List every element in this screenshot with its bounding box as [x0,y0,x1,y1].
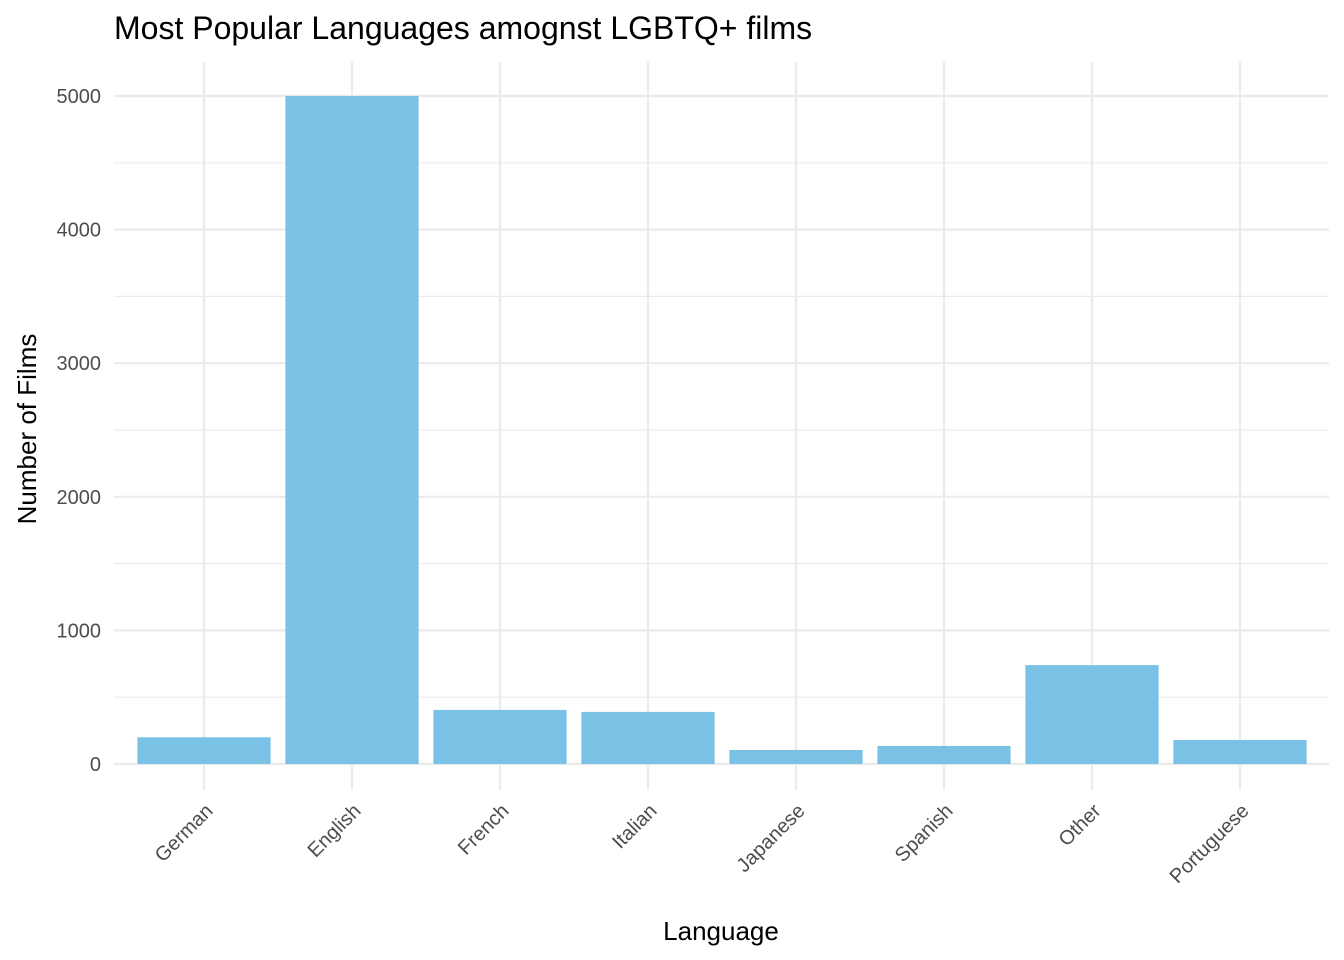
x-axis-ticks: German English French Italian Japanese Spanis… [151,800,1254,888]
x-tick-label: German [151,800,218,867]
x-tick-label: Portuguese [1166,800,1254,888]
x-tick-label: French [454,800,514,860]
chart-title: Most Popular Languages amognst LGBTQ+ fi… [114,10,812,46]
y-tick-label: 0 [90,754,101,776]
bar-spanish [877,745,1011,764]
bar-english [285,96,419,764]
bar-other [1025,665,1159,764]
x-tick-label: Spanish [891,800,958,867]
bars [137,96,1307,764]
y-tick-label: 3000 [57,353,102,375]
x-axis-title: Language [663,916,779,946]
y-tick-label: 5000 [57,86,102,108]
x-tick-label: Other [1055,800,1106,851]
x-tick-label: Italian [608,800,661,853]
y-tick-label: 2000 [57,487,102,509]
bar-japanese [729,749,863,764]
y-axis-ticks: 0 1000 2000 3000 4000 5000 [57,86,102,776]
x-tick-label: English [304,800,366,862]
y-tick-label: 1000 [57,620,102,642]
y-tick-label: 4000 [57,220,102,242]
bar-portuguese [1173,739,1307,764]
bar-italian [581,711,715,764]
y-axis-title: Number of Films [12,334,42,525]
bar-german [137,737,271,764]
bar-french [433,709,567,764]
x-tick-label: Japanese [733,800,810,877]
